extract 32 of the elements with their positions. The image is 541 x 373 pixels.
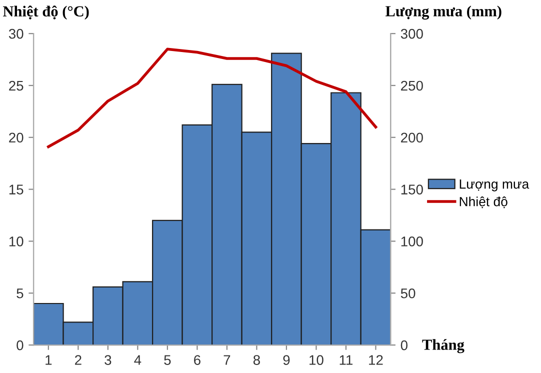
y-tick-label: 0 [16,340,24,350]
y-tick-label: 20 [9,132,24,143]
y-tick-label: 25 [9,80,24,91]
x-tick-label: 8 [253,355,260,365]
y-tick-label: 15 [9,184,24,194]
y-axis-title: Nhiệt độ (°C) [2,6,89,20]
legend-label: Lượng mưa [460,180,530,192]
y2-axis-title: Lượng mưa (mm) [386,6,502,20]
y2-tick-label: 100 [401,236,423,246]
y2-tick-label: 200 [401,132,423,143]
y-tick-label: 5 [16,288,24,298]
legend-label: Nhiệt độ [460,196,508,208]
y2-tick-label: 0 [400,340,408,350]
x-axis-title: Tháng [422,339,464,354]
y2-tick-label: 150 [401,184,423,194]
x-tick-label: 3 [104,355,112,365]
y2-tick-label: 50 [400,288,416,298]
x-tick-label: 12 [369,355,383,365]
x-tick-label: 6 [194,355,200,365]
x-tick-label: 5 [164,355,171,365]
x-tick-label: 7 [224,355,230,365]
x-tick-label: 4 [134,355,142,365]
y2-tick-label: 300 [400,28,423,39]
y-tick-label: 30 [8,28,24,39]
x-tick-label: 11 [340,355,353,365]
y2-tick-label: 250 [401,80,423,91]
x-tick-label: 9 [283,355,290,365]
x-tick-label: 2 [75,355,82,365]
x-tick-label: 1 [46,355,52,365]
x-tick-label: 10 [310,355,324,365]
line-series [47,48,378,148]
y-tick-label: 10 [9,236,24,246]
